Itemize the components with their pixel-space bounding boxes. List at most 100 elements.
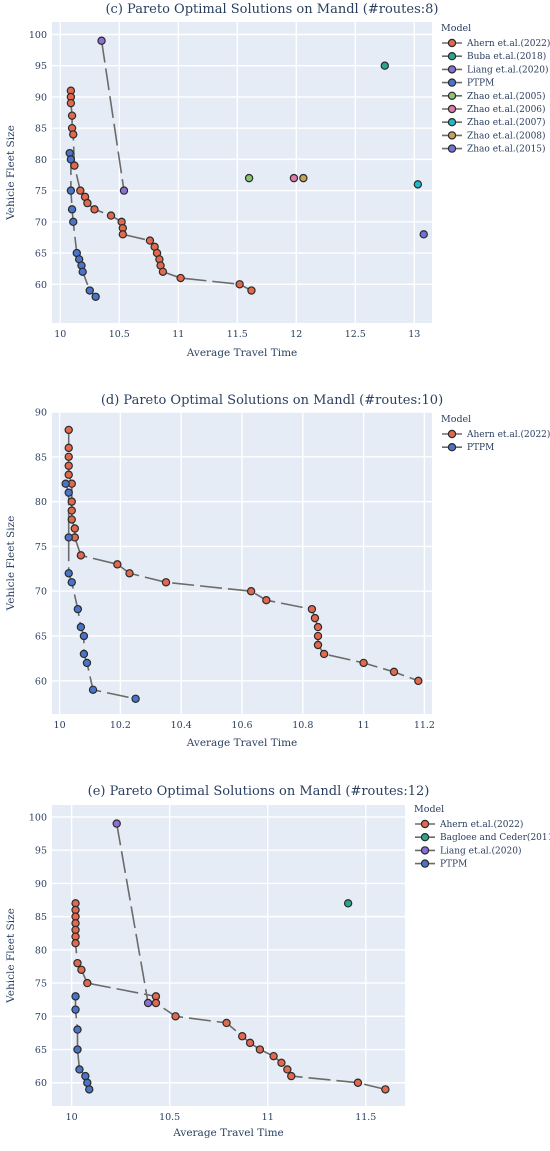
data-point — [67, 515, 76, 524]
x-tick-label: 11.5 — [355, 1112, 376, 1123]
x-tick-label: 11.5 — [227, 329, 248, 340]
legend-marker — [447, 65, 457, 74]
legend-title: Model — [441, 414, 471, 425]
legend-item[interactable]: Bagloee and Ceder(2011 — [415, 832, 550, 843]
legend-item[interactable]: Zhao et.al.(2006) — [442, 104, 546, 115]
legend-marker — [447, 38, 457, 48]
x-tick-label: 11 — [172, 329, 184, 340]
data-point — [119, 186, 129, 195]
data-point — [277, 1058, 286, 1068]
data-point — [235, 280, 244, 289]
legend: Model Ahern et.al.(2022) PTPM — [441, 414, 550, 453]
data-point — [73, 604, 83, 614]
x-tick-label: 12.5 — [345, 329, 366, 340]
data-point — [151, 998, 161, 1008]
legend-item[interactable]: Liang et.al.(2020) — [442, 64, 548, 75]
plot-marks — [61, 425, 423, 703]
legend-marker — [447, 78, 457, 87]
y-tick-label: 75 — [35, 542, 47, 553]
y-tick-label: 70 — [35, 587, 47, 598]
data-point — [79, 649, 89, 659]
data-point — [66, 98, 76, 108]
x-tick-label: 11 — [262, 1112, 274, 1123]
legend-item[interactable]: Zhao et.al.(2007) — [442, 117, 546, 128]
x-tick-label: 11.2 — [414, 720, 435, 731]
y-tick-label: 75 — [35, 186, 47, 197]
y-tick-label: 60 — [35, 1078, 47, 1089]
data-point — [64, 425, 73, 435]
data-point — [222, 1018, 231, 1028]
x-tick-label: 11 — [358, 720, 370, 731]
y-axis-title: Vehicle Fleet Size — [5, 908, 17, 1004]
legend-label: PTPM — [467, 443, 494, 453]
legend-marker — [420, 846, 430, 855]
legend-item[interactable]: Zhao et.al.(2005) — [442, 91, 546, 102]
x-tick-label: 10.2 — [110, 720, 131, 731]
data-point — [83, 198, 92, 208]
data-point — [381, 1085, 390, 1094]
series-line — [115, 823, 149, 1004]
legend-label: Zhao et.al.(2006) — [467, 104, 546, 115]
x-tick-label: 10.6 — [231, 720, 252, 731]
legend-item[interactable]: Ahern et.al.(2022) — [442, 38, 550, 49]
data-point — [353, 1078, 363, 1087]
x-tick-label: 10.5 — [109, 329, 130, 340]
y-tick-label: 100 — [29, 30, 47, 41]
legend-marker — [447, 131, 457, 140]
legend: Model Ahern et.al.(2022) Bagloee and Ceder… — [414, 804, 550, 870]
data-point — [64, 443, 73, 453]
legend-label: PTPM — [440, 860, 467, 870]
chart-panel-0: 10 10.5 11 11.5 12 12.5 13 60 65 70 75 80 85 90 95 100 (… — [5, 2, 550, 359]
legend-item[interactable]: PTPM — [442, 443, 494, 453]
y-tick-label: 65 — [35, 1045, 47, 1056]
y-tick-label: 90 — [35, 408, 47, 419]
data-point — [64, 488, 73, 497]
legend-label: Zhao et.al.(2007) — [467, 117, 546, 128]
data-point — [106, 211, 116, 220]
legend-item[interactable]: Zhao et.al.(2008) — [442, 130, 546, 141]
legend-item[interactable]: PTPM — [415, 859, 467, 870]
data-point — [131, 694, 140, 703]
legend-item[interactable]: Ahern et.al.(2022) — [415, 819, 523, 830]
data-point — [171, 1012, 180, 1021]
data-point — [82, 658, 92, 668]
y-tick-label: 95 — [35, 61, 47, 72]
y-tick-label: 65 — [35, 632, 47, 643]
data-point — [85, 1085, 94, 1094]
legend-label: Ahern et.al.(2022) — [466, 429, 550, 440]
legend-label: Zhao et.al.(2008) — [467, 130, 546, 141]
legend-item[interactable]: Buba et.al.(2018) — [442, 51, 546, 62]
legend-marker — [447, 91, 457, 101]
legend-label: Zhao et.al.(2005) — [467, 91, 546, 102]
x-tick-label: 10.8 — [292, 720, 313, 731]
legend-item[interactable]: PTPM — [442, 78, 494, 89]
y-tick-label: 60 — [35, 280, 47, 291]
data-point — [255, 1045, 265, 1054]
data-point — [161, 578, 171, 587]
plot-marks — [65, 36, 428, 301]
legend-item[interactable]: Ahern et.al.(2022) — [442, 429, 550, 440]
plot-area — [52, 22, 432, 323]
legend-marker — [447, 104, 457, 114]
data-point — [90, 205, 99, 214]
data-point — [343, 899, 353, 908]
x-axis-title: Average Travel Time — [186, 347, 298, 359]
y-tick-label: 85 — [35, 124, 47, 135]
y-tick-label: 70 — [35, 1012, 47, 1023]
data-point — [125, 569, 134, 578]
legend-label: Zhao et.al.(2015) — [467, 144, 546, 155]
data-point — [359, 658, 368, 668]
data-point — [85, 286, 94, 295]
data-point — [247, 286, 256, 295]
legend-item[interactable]: Liang et.al.(2020) — [415, 845, 521, 856]
plot-area — [52, 805, 405, 1106]
legend-marker — [420, 859, 430, 868]
data-point — [66, 155, 76, 164]
data-point — [71, 1005, 80, 1014]
data-point — [414, 676, 423, 686]
data-point — [70, 161, 79, 170]
data-point — [64, 461, 73, 470]
legend-item[interactable]: Zhao et.al.(2015) — [442, 144, 546, 155]
legend-marker — [447, 52, 457, 61]
y-tick-label: 80 — [35, 155, 47, 166]
